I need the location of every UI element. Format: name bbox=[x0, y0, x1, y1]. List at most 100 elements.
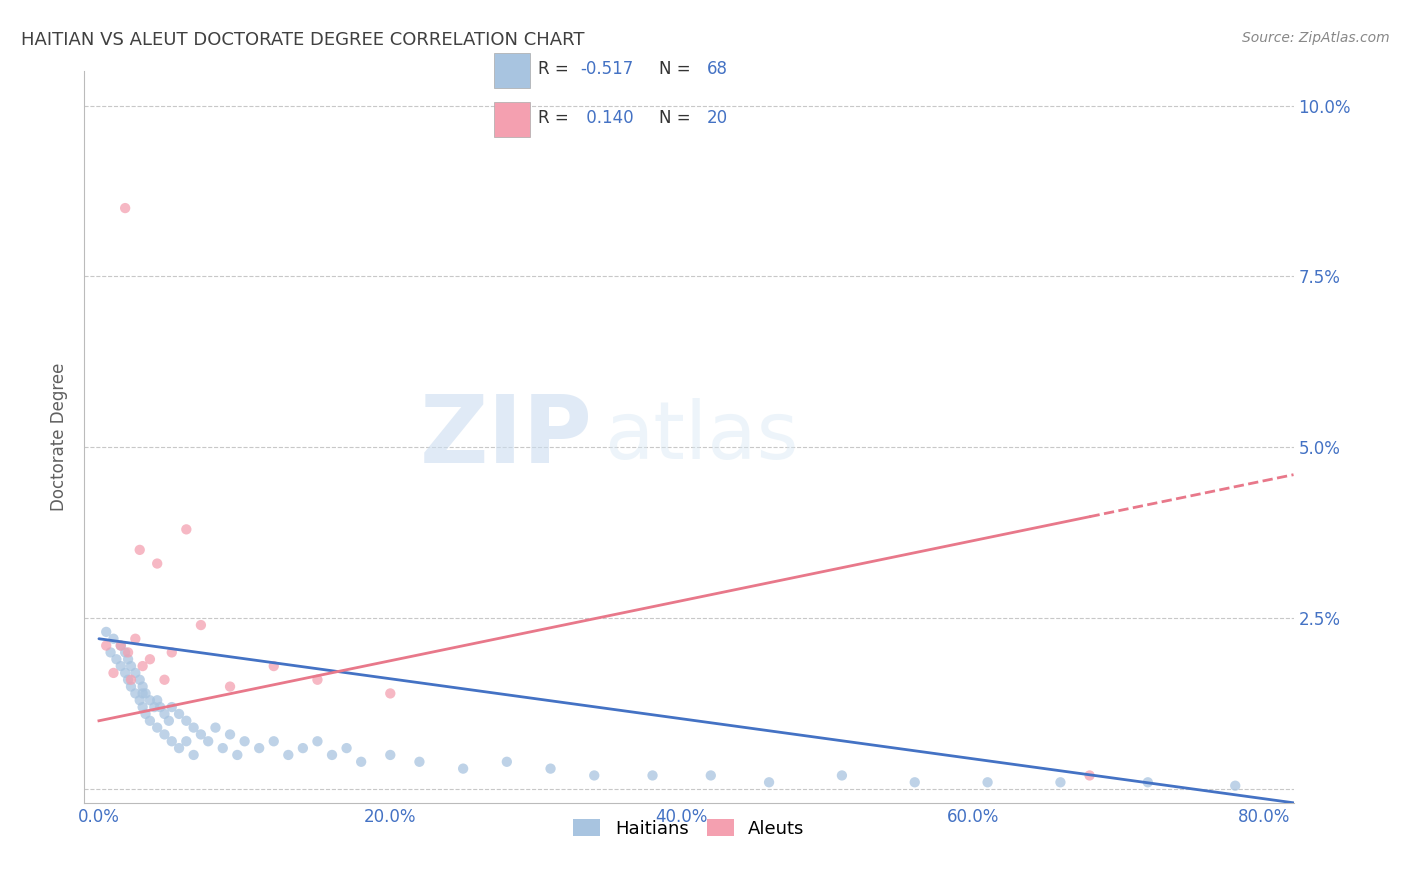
Point bbox=[131, 686, 153, 700]
Point bbox=[103, 632, 125, 646]
Point bbox=[1078, 768, 1101, 782]
Legend: Haitians, Aleuts: Haitians, Aleuts bbox=[567, 813, 811, 845]
Point bbox=[167, 741, 190, 756]
Text: 20: 20 bbox=[707, 110, 728, 128]
Point bbox=[139, 652, 162, 666]
Point bbox=[307, 734, 329, 748]
Point bbox=[114, 665, 136, 680]
Point bbox=[758, 775, 780, 789]
Text: 0.140: 0.140 bbox=[581, 110, 633, 128]
Point bbox=[124, 665, 146, 680]
Point bbox=[96, 639, 118, 653]
Point bbox=[110, 659, 132, 673]
Point bbox=[110, 639, 132, 653]
Point bbox=[139, 714, 162, 728]
Point bbox=[120, 659, 142, 673]
Point bbox=[211, 741, 233, 756]
Text: R =: R = bbox=[538, 110, 569, 128]
Point bbox=[976, 775, 998, 789]
Point bbox=[124, 632, 146, 646]
Point bbox=[321, 747, 343, 762]
Text: Source: ZipAtlas.com: Source: ZipAtlas.com bbox=[1241, 31, 1389, 45]
Point bbox=[114, 201, 136, 215]
Point bbox=[160, 734, 183, 748]
Point bbox=[190, 727, 212, 741]
Point bbox=[176, 522, 198, 536]
Point bbox=[117, 673, 139, 687]
Point bbox=[226, 747, 249, 762]
Point bbox=[263, 734, 285, 748]
Point bbox=[146, 557, 169, 571]
Point bbox=[139, 693, 162, 707]
Point bbox=[120, 680, 142, 694]
Point bbox=[117, 645, 139, 659]
Point bbox=[124, 686, 146, 700]
Point bbox=[204, 721, 226, 735]
Text: -0.517: -0.517 bbox=[581, 61, 634, 78]
Point bbox=[131, 700, 153, 714]
Point bbox=[263, 659, 285, 673]
Text: ZIP: ZIP bbox=[419, 391, 592, 483]
Point bbox=[380, 686, 402, 700]
Point bbox=[408, 755, 430, 769]
Point bbox=[176, 714, 198, 728]
Point bbox=[146, 721, 169, 735]
Text: 68: 68 bbox=[707, 61, 728, 78]
Point bbox=[380, 747, 402, 762]
Point bbox=[103, 665, 125, 680]
Point bbox=[197, 734, 219, 748]
Point bbox=[128, 693, 150, 707]
Point bbox=[233, 734, 256, 748]
Point bbox=[114, 645, 136, 659]
Point bbox=[135, 706, 157, 721]
Point bbox=[160, 645, 183, 659]
FancyBboxPatch shape bbox=[494, 53, 530, 87]
Text: N =: N = bbox=[659, 110, 690, 128]
Y-axis label: Doctorate Degree: Doctorate Degree bbox=[51, 363, 69, 511]
Point bbox=[105, 652, 128, 666]
Point bbox=[128, 542, 150, 557]
Point bbox=[110, 639, 132, 653]
Point bbox=[131, 680, 153, 694]
Point bbox=[583, 768, 606, 782]
Point bbox=[146, 693, 169, 707]
Point bbox=[190, 618, 212, 632]
Point bbox=[831, 768, 853, 782]
Point bbox=[167, 706, 190, 721]
Point bbox=[131, 659, 153, 673]
Point bbox=[277, 747, 299, 762]
Point bbox=[1136, 775, 1159, 789]
Point bbox=[128, 673, 150, 687]
Text: N =: N = bbox=[659, 61, 690, 78]
Point bbox=[153, 706, 176, 721]
Point bbox=[135, 686, 157, 700]
Point bbox=[904, 775, 927, 789]
Point bbox=[350, 755, 373, 769]
Point bbox=[100, 645, 122, 659]
Point bbox=[336, 741, 359, 756]
Point bbox=[219, 727, 242, 741]
Point bbox=[157, 714, 180, 728]
Point bbox=[96, 624, 118, 639]
Text: R =: R = bbox=[538, 61, 569, 78]
Point bbox=[176, 734, 198, 748]
Point bbox=[700, 768, 723, 782]
Point bbox=[117, 652, 139, 666]
Point bbox=[183, 747, 205, 762]
Point bbox=[540, 762, 562, 776]
Point bbox=[160, 700, 183, 714]
Point bbox=[1049, 775, 1071, 789]
Point bbox=[143, 700, 166, 714]
Point bbox=[291, 741, 314, 756]
Point bbox=[183, 721, 205, 735]
Text: HAITIAN VS ALEUT DOCTORATE DEGREE CORRELATION CHART: HAITIAN VS ALEUT DOCTORATE DEGREE CORREL… bbox=[21, 31, 585, 49]
Point bbox=[1225, 779, 1247, 793]
Point bbox=[641, 768, 664, 782]
Point bbox=[153, 727, 176, 741]
Point bbox=[307, 673, 329, 687]
FancyBboxPatch shape bbox=[494, 102, 530, 137]
Point bbox=[495, 755, 517, 769]
Point bbox=[247, 741, 270, 756]
Point bbox=[451, 762, 474, 776]
Point bbox=[149, 700, 172, 714]
